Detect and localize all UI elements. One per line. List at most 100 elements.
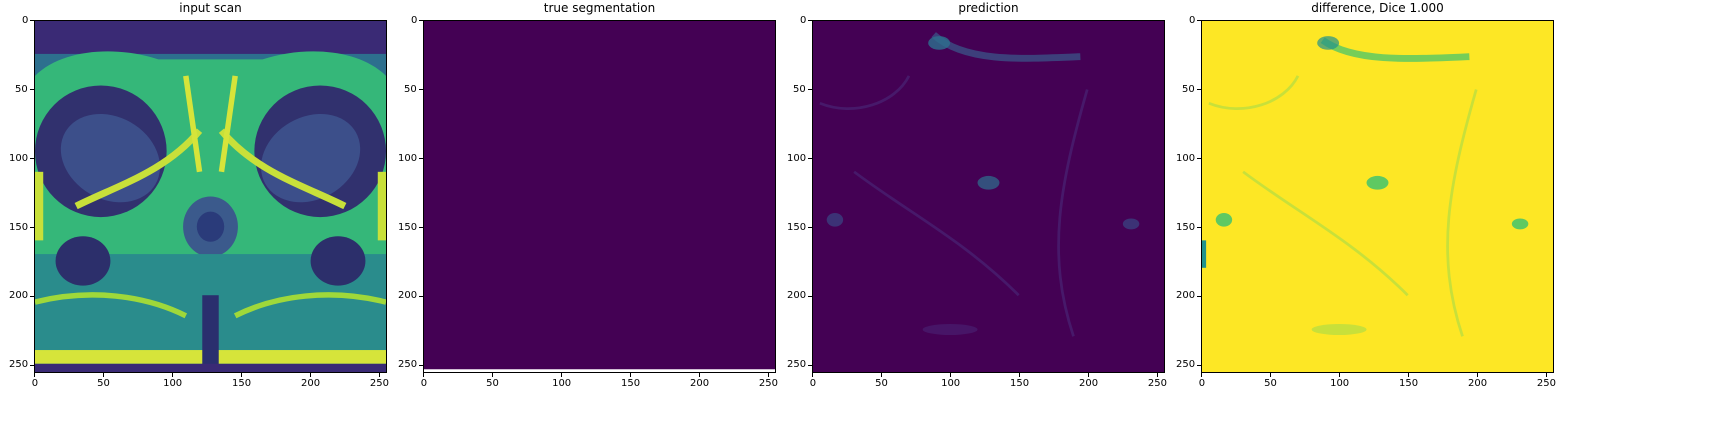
y-tick-mark	[1197, 158, 1201, 160]
x-tick-mark	[492, 373, 494, 377]
x-tick-mark	[1545, 373, 1547, 377]
y-tick-mark	[419, 158, 423, 160]
y-tick-mark	[30, 20, 34, 22]
y-tick-mark	[419, 227, 423, 229]
y-tick-label: 150	[787, 221, 807, 233]
x-tick-label: 200	[300, 378, 321, 389]
y-tick-label: 50	[1182, 83, 1195, 95]
x-tick-mark	[423, 373, 425, 377]
x-tick-mark	[103, 373, 105, 377]
x-tick-mark	[34, 373, 36, 377]
x-tick-mark	[1087, 373, 1089, 377]
y-tick-label: 250	[787, 359, 807, 371]
y-tick-label: 0	[800, 14, 807, 26]
x-tick-label: 50	[875, 378, 888, 389]
y-tick-label: 100	[787, 152, 807, 164]
x-tick-label: 100	[1330, 378, 1350, 389]
y-tick-mark	[419, 364, 423, 366]
y-tick-label: 0	[22, 14, 29, 26]
x-tick-label: 150	[1399, 378, 1419, 389]
input-scan-image	[34, 20, 387, 373]
y-tick-mark	[419, 89, 423, 91]
y-tick-label: 100	[1176, 152, 1196, 164]
y-tick-mark	[30, 295, 34, 297]
x-tick-label: 200	[689, 378, 710, 389]
y-tick-label: 150	[398, 221, 418, 233]
x-tick-label: 100	[941, 378, 961, 389]
x-tick-mark	[1339, 373, 1341, 377]
y-tick-label: 150	[1176, 221, 1196, 233]
y-tick-label: 50	[793, 83, 806, 95]
x-tick-mark	[812, 373, 814, 377]
y-tick-mark	[808, 295, 812, 297]
x-tick-label: 0	[31, 378, 39, 389]
panel-difference: difference, Dice 1.000 0 0 50 50 100 100 150 15…	[1176, 1, 1556, 389]
x-tick-label: 250	[369, 378, 389, 389]
x-tick-mark	[1270, 373, 1272, 377]
x-tick-label: 50	[97, 378, 110, 389]
x-tick-label: 150	[1010, 378, 1030, 389]
y-tick-mark	[419, 295, 423, 297]
x-tick-label: 50	[486, 378, 499, 389]
x-tick-label: 0	[809, 378, 817, 389]
x-tick-mark	[1156, 373, 1158, 377]
y-tick-mark	[808, 158, 812, 160]
y-tick-mark	[1197, 227, 1201, 229]
y-tick-label: 50	[404, 83, 417, 95]
prediction-image	[812, 20, 1165, 373]
y-tick-mark	[808, 364, 812, 366]
y-tick-label: 200	[787, 290, 807, 302]
y-tick-mark	[808, 227, 812, 229]
y-tick-label: 250	[398, 359, 418, 371]
panel-input-scan: input scan	[9, 1, 389, 389]
y-tick-label: 200	[398, 290, 418, 302]
x-tick-label: 0	[1198, 378, 1206, 389]
x-tick-mark	[561, 373, 563, 377]
x-tick-mark	[1408, 373, 1410, 377]
x-tick-label: 50	[1264, 378, 1277, 389]
panel-true-segmentation: true segmentation 0 0 50 50 100 100 150 150 200 2…	[398, 1, 778, 389]
x-tick-mark	[950, 373, 952, 377]
true-segmentation-image	[423, 20, 776, 373]
panel-title: difference, Dice 1.000	[1311, 1, 1444, 15]
x-tick-label: 150	[621, 378, 641, 389]
difference-image	[1201, 20, 1554, 373]
y-tick-mark	[419, 20, 423, 22]
y-tick-label: 200	[9, 290, 29, 302]
y-tick-mark	[1197, 364, 1201, 366]
panel-title: input scan	[179, 1, 242, 15]
x-tick-mark	[881, 373, 883, 377]
x-tick-label: 250	[1147, 378, 1167, 389]
x-tick-label: 0	[420, 378, 428, 389]
y-tick-mark	[30, 158, 34, 160]
x-tick-mark	[698, 373, 700, 377]
y-tick-mark	[808, 89, 812, 91]
x-tick-label: 250	[758, 378, 778, 389]
x-tick-label: 200	[1078, 378, 1099, 389]
panel-title: true segmentation	[543, 1, 656, 15]
x-tick-mark	[767, 373, 769, 377]
y-tick-label: 100	[398, 152, 418, 164]
y-tick-label: 200	[1176, 290, 1196, 302]
x-tick-mark	[309, 373, 311, 377]
y-tick-mark	[1197, 295, 1201, 297]
x-tick-mark	[378, 373, 380, 377]
x-tick-label: 250	[1536, 378, 1556, 389]
x-tick-mark	[1476, 373, 1478, 377]
y-tick-label: 150	[9, 221, 29, 233]
x-tick-mark	[172, 373, 174, 377]
y-tick-label: 250	[1176, 359, 1196, 371]
x-tick-mark	[1201, 373, 1203, 377]
y-tick-label: 0	[1189, 14, 1196, 26]
y-tick-mark	[30, 227, 34, 229]
x-tick-mark	[241, 373, 243, 377]
y-tick-label: 250	[9, 359, 29, 371]
panel-prediction: prediction 0 0 50 50 100 100 150 150 200 200 250 25…	[787, 1, 1167, 389]
x-tick-label: 100	[163, 378, 183, 389]
panel-title: prediction	[958, 1, 1019, 15]
y-tick-mark	[30, 89, 34, 91]
y-tick-mark	[1197, 89, 1201, 91]
y-tick-label: 0	[411, 14, 418, 26]
y-tick-label: 50	[15, 83, 28, 95]
